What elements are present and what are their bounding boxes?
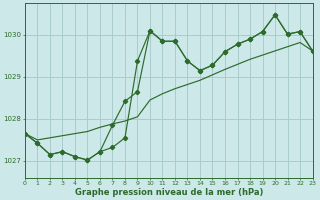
X-axis label: Graphe pression niveau de la mer (hPa): Graphe pression niveau de la mer (hPa) <box>75 188 263 197</box>
